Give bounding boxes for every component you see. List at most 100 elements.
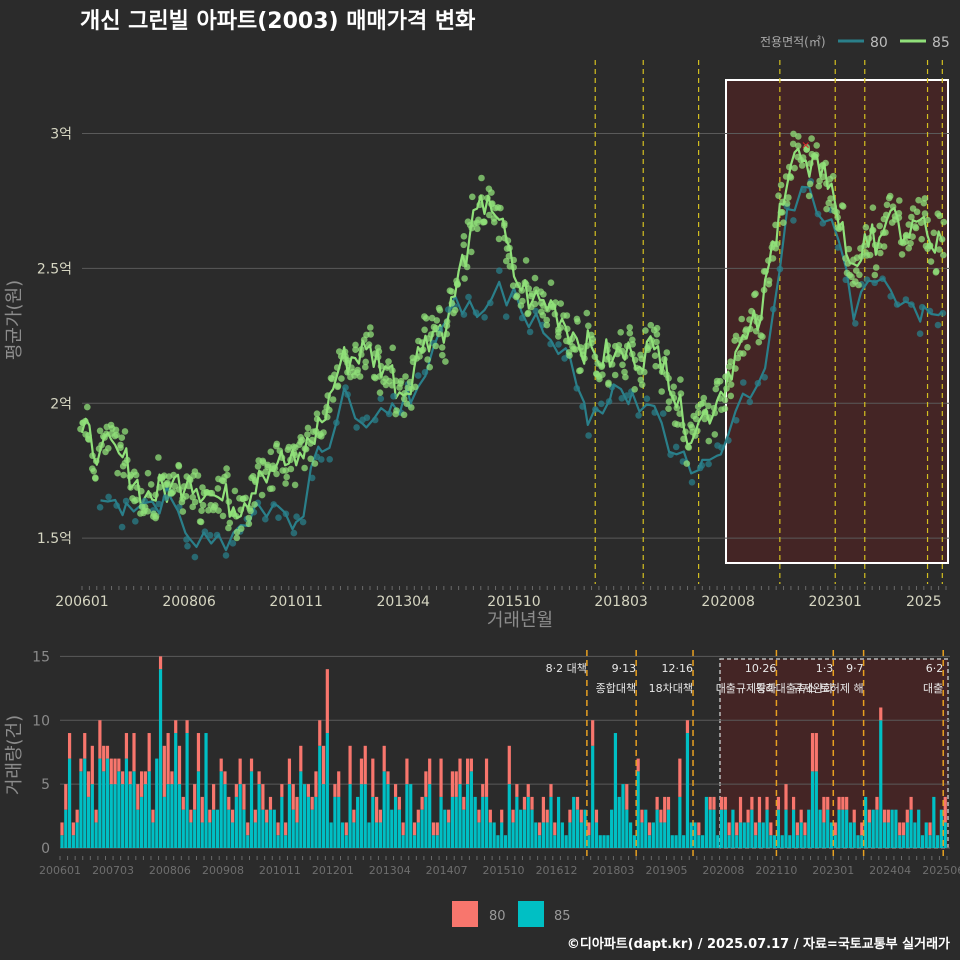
series-point-85 — [604, 342, 611, 349]
bar-85 — [826, 809, 830, 848]
series-point-85 — [688, 424, 696, 431]
series-point-85 — [657, 363, 665, 370]
bar-80 — [291, 784, 295, 810]
bar-80 — [170, 771, 174, 785]
series-point-85 — [653, 338, 660, 346]
series-point-85 — [287, 465, 295, 473]
series-point-85 — [701, 408, 709, 416]
bar-85 — [496, 835, 500, 848]
series-point-85 — [822, 159, 829, 167]
series-point-85 — [96, 427, 104, 435]
bar-85 — [363, 784, 367, 848]
series-point-85 — [699, 399, 707, 407]
series-point-85 — [889, 203, 897, 210]
bar-85 — [795, 835, 799, 848]
series-point-85 — [716, 377, 724, 385]
series-point-85 — [276, 447, 284, 455]
bar-85 — [822, 822, 826, 848]
bar-80 — [219, 758, 223, 772]
series-point-85 — [940, 218, 948, 226]
bar-85 — [325, 733, 329, 848]
series-point-85 — [152, 491, 159, 499]
series-point-85 — [543, 316, 550, 324]
bar-80 — [200, 796, 204, 823]
series-point-85 — [829, 172, 837, 180]
series-point-80 — [618, 395, 626, 402]
series-point-85 — [175, 486, 183, 493]
bar-80 — [879, 707, 883, 721]
bar-85 — [79, 771, 83, 848]
bar-85 — [503, 835, 508, 848]
bar-85 — [454, 796, 458, 848]
series-point-85 — [418, 347, 426, 355]
bar-85 — [124, 758, 129, 848]
bar-80 — [515, 784, 519, 797]
bar-85 — [344, 835, 348, 848]
bar-80 — [299, 745, 303, 772]
series-point-85 — [626, 324, 633, 331]
series-point-85 — [503, 257, 510, 265]
bar-80 — [363, 745, 367, 785]
price-legend: 전용면적(㎡) 80 85 — [760, 35, 950, 51]
series-point-85 — [813, 142, 820, 149]
series-point-80 — [290, 529, 298, 537]
series-point-85 — [677, 376, 684, 383]
series-point-85 — [760, 268, 768, 275]
bar-80 — [181, 796, 185, 810]
series-point-80 — [605, 398, 613, 405]
bar-80 — [431, 822, 436, 836]
series-point-85 — [478, 194, 485, 201]
series-point-80 — [635, 412, 642, 419]
series-point-85 — [629, 350, 636, 358]
series-point-85 — [665, 398, 673, 406]
bar-80 — [212, 784, 216, 810]
series-point-85 — [834, 214, 841, 221]
bar-85 — [913, 822, 917, 848]
bar-85 — [837, 809, 841, 848]
bar-85 — [659, 822, 663, 848]
series-point-80 — [740, 379, 747, 386]
series-point-85 — [185, 482, 193, 490]
series-point-85 — [837, 223, 845, 231]
series-point-85 — [111, 432, 119, 440]
series-point-85 — [509, 282, 517, 290]
series-point-85 — [513, 293, 520, 301]
bar-85 — [799, 822, 803, 848]
series-point-85 — [803, 146, 810, 153]
bar-85 — [416, 822, 420, 848]
series-point-85 — [225, 498, 233, 506]
series-point-80 — [770, 305, 777, 313]
series-point-80 — [908, 301, 915, 308]
series-point-85 — [808, 135, 815, 142]
series-point-85 — [408, 404, 415, 411]
series-point-80 — [732, 417, 740, 424]
volume-bars — [60, 656, 947, 848]
series-point-85 — [225, 524, 232, 532]
series-point-85 — [307, 455, 315, 463]
series-point-85 — [572, 346, 579, 353]
bar-80 — [727, 822, 731, 836]
series-point-85 — [930, 229, 938, 237]
series-point-85 — [401, 390, 408, 397]
bar-85 — [788, 835, 792, 848]
bar-80 — [268, 796, 273, 810]
bar-80 — [719, 796, 724, 810]
price-x-tick-label: 201011 — [269, 594, 322, 610]
series-point-80 — [342, 384, 349, 391]
series-point-85 — [448, 300, 456, 307]
series-point-85 — [258, 491, 266, 499]
bar-80 — [750, 796, 754, 810]
series-point-85 — [468, 224, 476, 232]
series-point-80 — [299, 518, 307, 526]
series-point-85 — [418, 339, 426, 346]
bar-80 — [424, 771, 428, 797]
series-point-85 — [283, 473, 291, 481]
bar-85 — [530, 809, 534, 848]
bar-80 — [458, 758, 462, 785]
bar-80 — [522, 796, 527, 810]
price-x-tick-label: 2025 — [906, 594, 942, 610]
series-point-85 — [504, 237, 512, 244]
series-point-85 — [755, 338, 763, 346]
series-point-85 — [121, 459, 129, 467]
series-point-85 — [438, 344, 446, 351]
